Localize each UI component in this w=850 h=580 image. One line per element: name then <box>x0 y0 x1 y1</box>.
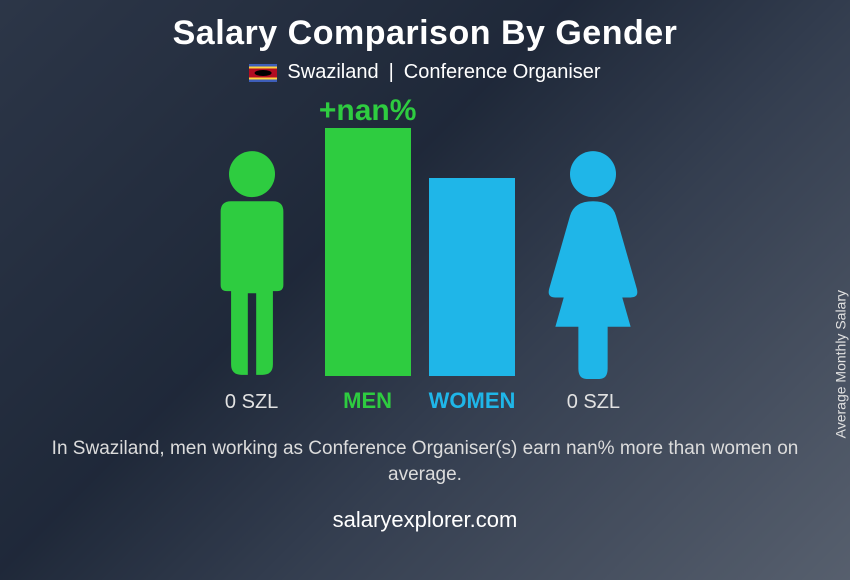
women-bar-label: WOMEN <box>429 388 516 414</box>
swaziland-flag-icon <box>249 64 277 82</box>
men-bar-label: MEN <box>343 388 392 414</box>
female-figure-col: 0 SZL <box>533 149 653 414</box>
female-icon <box>533 149 653 379</box>
website-label: salaryexplorer.com <box>333 507 518 533</box>
caption: In Swaziland, men working as Conference … <box>35 436 815 487</box>
male-figure-col: 0 SZL <box>197 149 307 414</box>
women-bar-col: WOMEN <box>429 178 516 414</box>
women-bar <box>429 178 515 376</box>
women-value: 0 SZL <box>567 391 620 414</box>
subtitle-row: Swaziland | Conference Organiser <box>249 61 600 84</box>
male-icon <box>197 149 307 379</box>
page-title: Salary Comparison By Gender <box>173 14 678 53</box>
country-label: Swaziland <box>287 61 378 84</box>
y-axis-label: Average Monthly Salary <box>832 290 848 438</box>
diff-label: +nan% <box>319 94 417 128</box>
separator: | <box>389 61 394 84</box>
chart-area: 0 SZL +nan% MEN WOMEN 0 SZL <box>197 114 654 414</box>
role-label: Conference Organiser <box>404 61 601 84</box>
men-bar <box>325 128 411 376</box>
men-value: 0 SZL <box>225 391 278 414</box>
infographic-container: Salary Comparison By Gender Swaziland | … <box>0 0 850 580</box>
men-bar-col: +nan% MEN <box>325 128 411 414</box>
